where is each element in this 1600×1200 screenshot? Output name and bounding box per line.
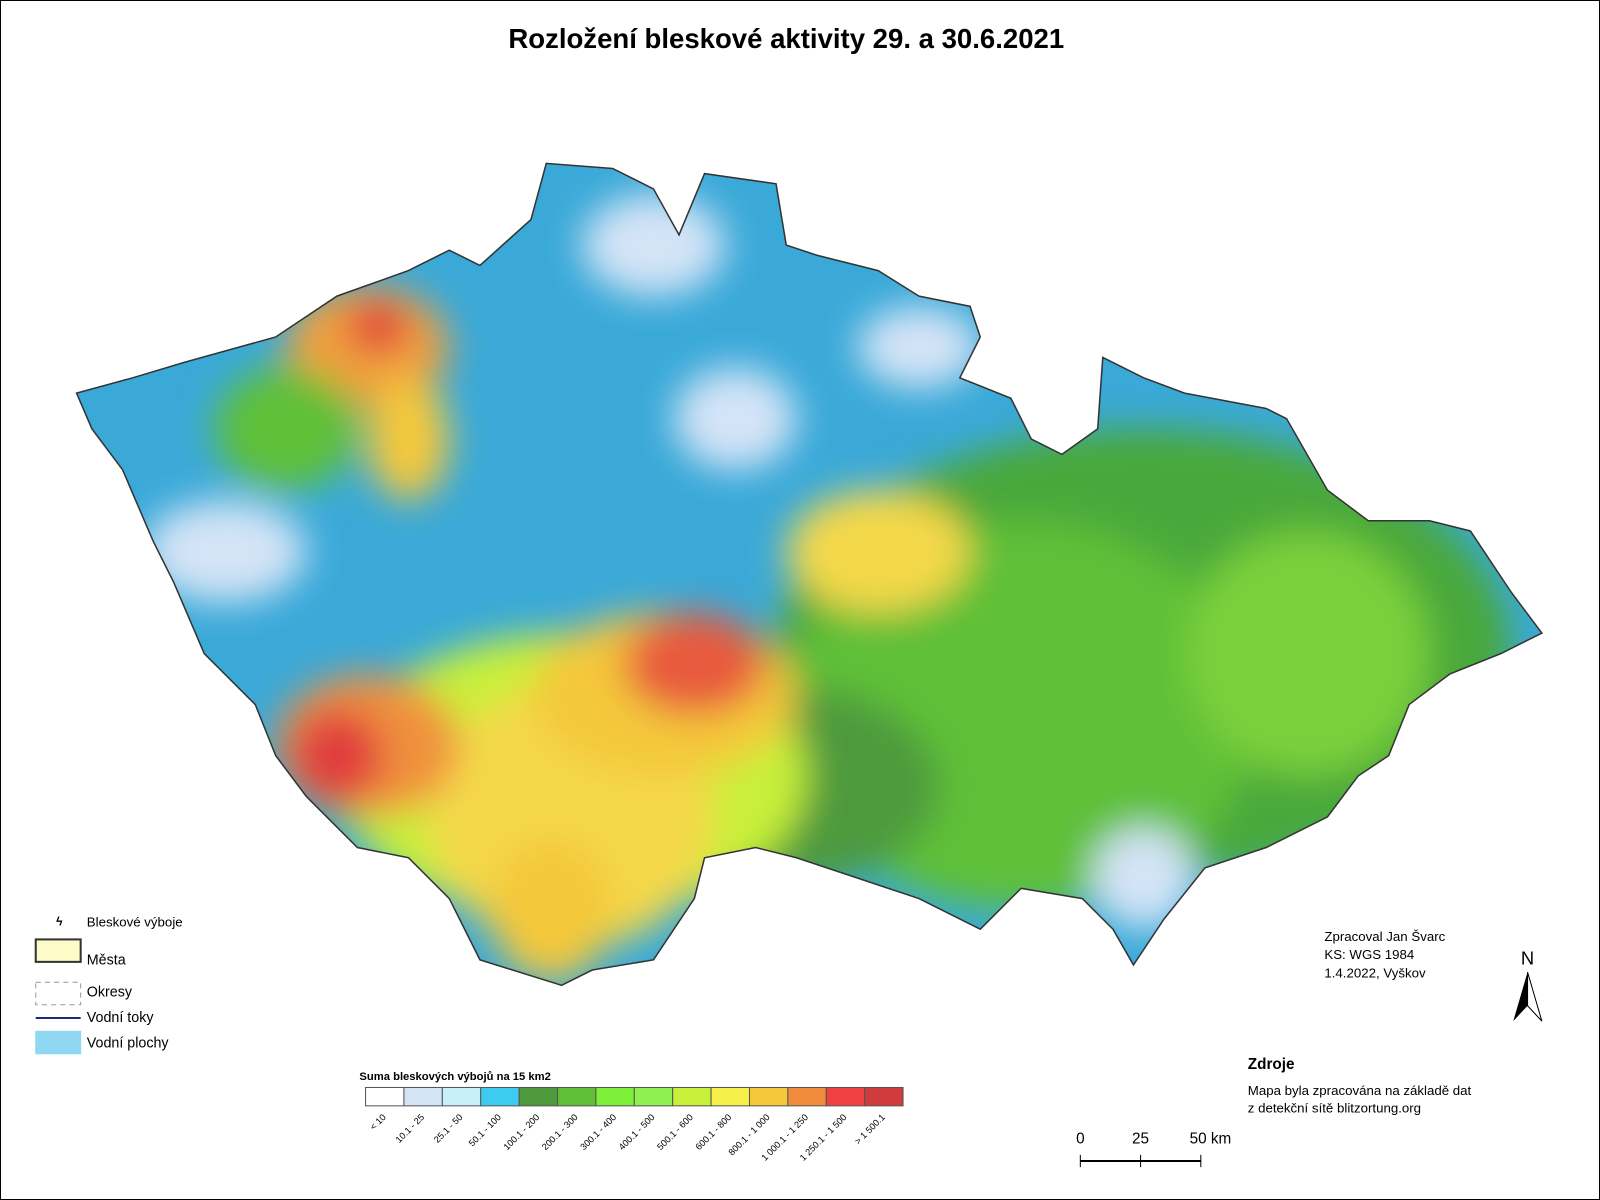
credit-line: Zpracoval Jan Švarc (1324, 929, 1445, 944)
color-class (441, 1086, 482, 1107)
credit-line: 1.4.2022, Vyškov (1324, 966, 1426, 981)
color-class (518, 1086, 559, 1107)
scale-label: 50 km (1190, 1131, 1232, 1148)
color-class (672, 1086, 712, 1107)
legend-label: Vodní plochy (87, 1035, 170, 1051)
color-class (748, 1086, 789, 1107)
scale-label: 0 (1076, 1131, 1085, 1148)
sources-title: Zdroje (1248, 1056, 1295, 1073)
color-class (557, 1086, 597, 1107)
color-class (825, 1086, 866, 1107)
color-class (787, 1086, 827, 1107)
color-class (595, 1086, 635, 1107)
legend-swatch (34, 938, 82, 963)
north-label: N (1521, 948, 1534, 969)
credit-line: KS: WGS 1984 (1324, 947, 1414, 962)
map-title: Rozložení bleskové aktivity 29. a 30.6.2… (508, 23, 1064, 54)
legend: ϟ Bleskové výboje Města Okresy Vodní tok… (34, 914, 183, 1055)
north-arrow: N (1513, 948, 1543, 1022)
legend-label: Vodní toky (87, 1010, 155, 1026)
color-class (633, 1086, 674, 1107)
color-class (480, 1086, 520, 1107)
color-scale-title: Suma bleskových výbojů na 15 km2 (359, 1071, 550, 1083)
color-class (365, 1086, 405, 1107)
sources-line: Mapa byla zpracována na základě dat (1248, 1083, 1472, 1098)
legend-icon: ϟ (56, 914, 63, 928)
color-class (710, 1086, 750, 1107)
color-class (864, 1086, 904, 1107)
color-class (403, 1086, 443, 1107)
legend-swatch (35, 981, 82, 1006)
legend-swatch (35, 1030, 82, 1055)
scale-label: 25 (1132, 1131, 1149, 1148)
legend-label: Města (87, 953, 126, 969)
legend-label: Bleskové výboje (87, 915, 183, 930)
credits: Zpracoval Jan Švarc KS: WGS 1984 1.4.202… (1248, 929, 1472, 1116)
sources-line: z detekční sítě blitzortung.org (1248, 1100, 1421, 1115)
scale-bar: 0 25 50 km (1076, 1131, 1231, 1168)
legend-label: Okresy (87, 984, 133, 1000)
